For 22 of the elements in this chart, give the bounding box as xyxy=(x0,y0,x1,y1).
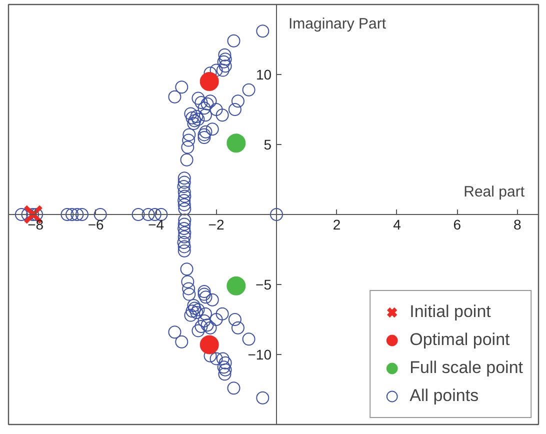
y-tick-label: −10 xyxy=(248,346,272,362)
x-tick-label: −4 xyxy=(148,216,164,232)
legend-label: Initial point xyxy=(410,302,491,322)
y-tick-label: 10 xyxy=(256,66,272,82)
legend-label: Full scale point xyxy=(410,358,523,378)
y-axis-title: Imaginary Part xyxy=(288,16,387,32)
x-tick-label: −8 xyxy=(28,216,44,232)
x-tick-label: 6 xyxy=(453,216,462,232)
point xyxy=(226,134,246,153)
point xyxy=(226,276,246,296)
point xyxy=(200,335,219,354)
x-tick-label: −2 xyxy=(208,216,224,232)
x-tick-label: 2 xyxy=(332,216,341,232)
x-tick-label: 8 xyxy=(514,216,522,232)
point xyxy=(200,72,219,91)
x-axis-title: Real part xyxy=(464,184,526,200)
x-tick-label: 4 xyxy=(393,216,402,232)
legend-label: All points xyxy=(410,386,479,406)
y-tick-label: 5 xyxy=(264,136,272,152)
x-tick-label: −6 xyxy=(88,216,104,232)
y-tick-label: −5 xyxy=(256,276,272,292)
legend-label: Optimal point xyxy=(410,330,510,350)
